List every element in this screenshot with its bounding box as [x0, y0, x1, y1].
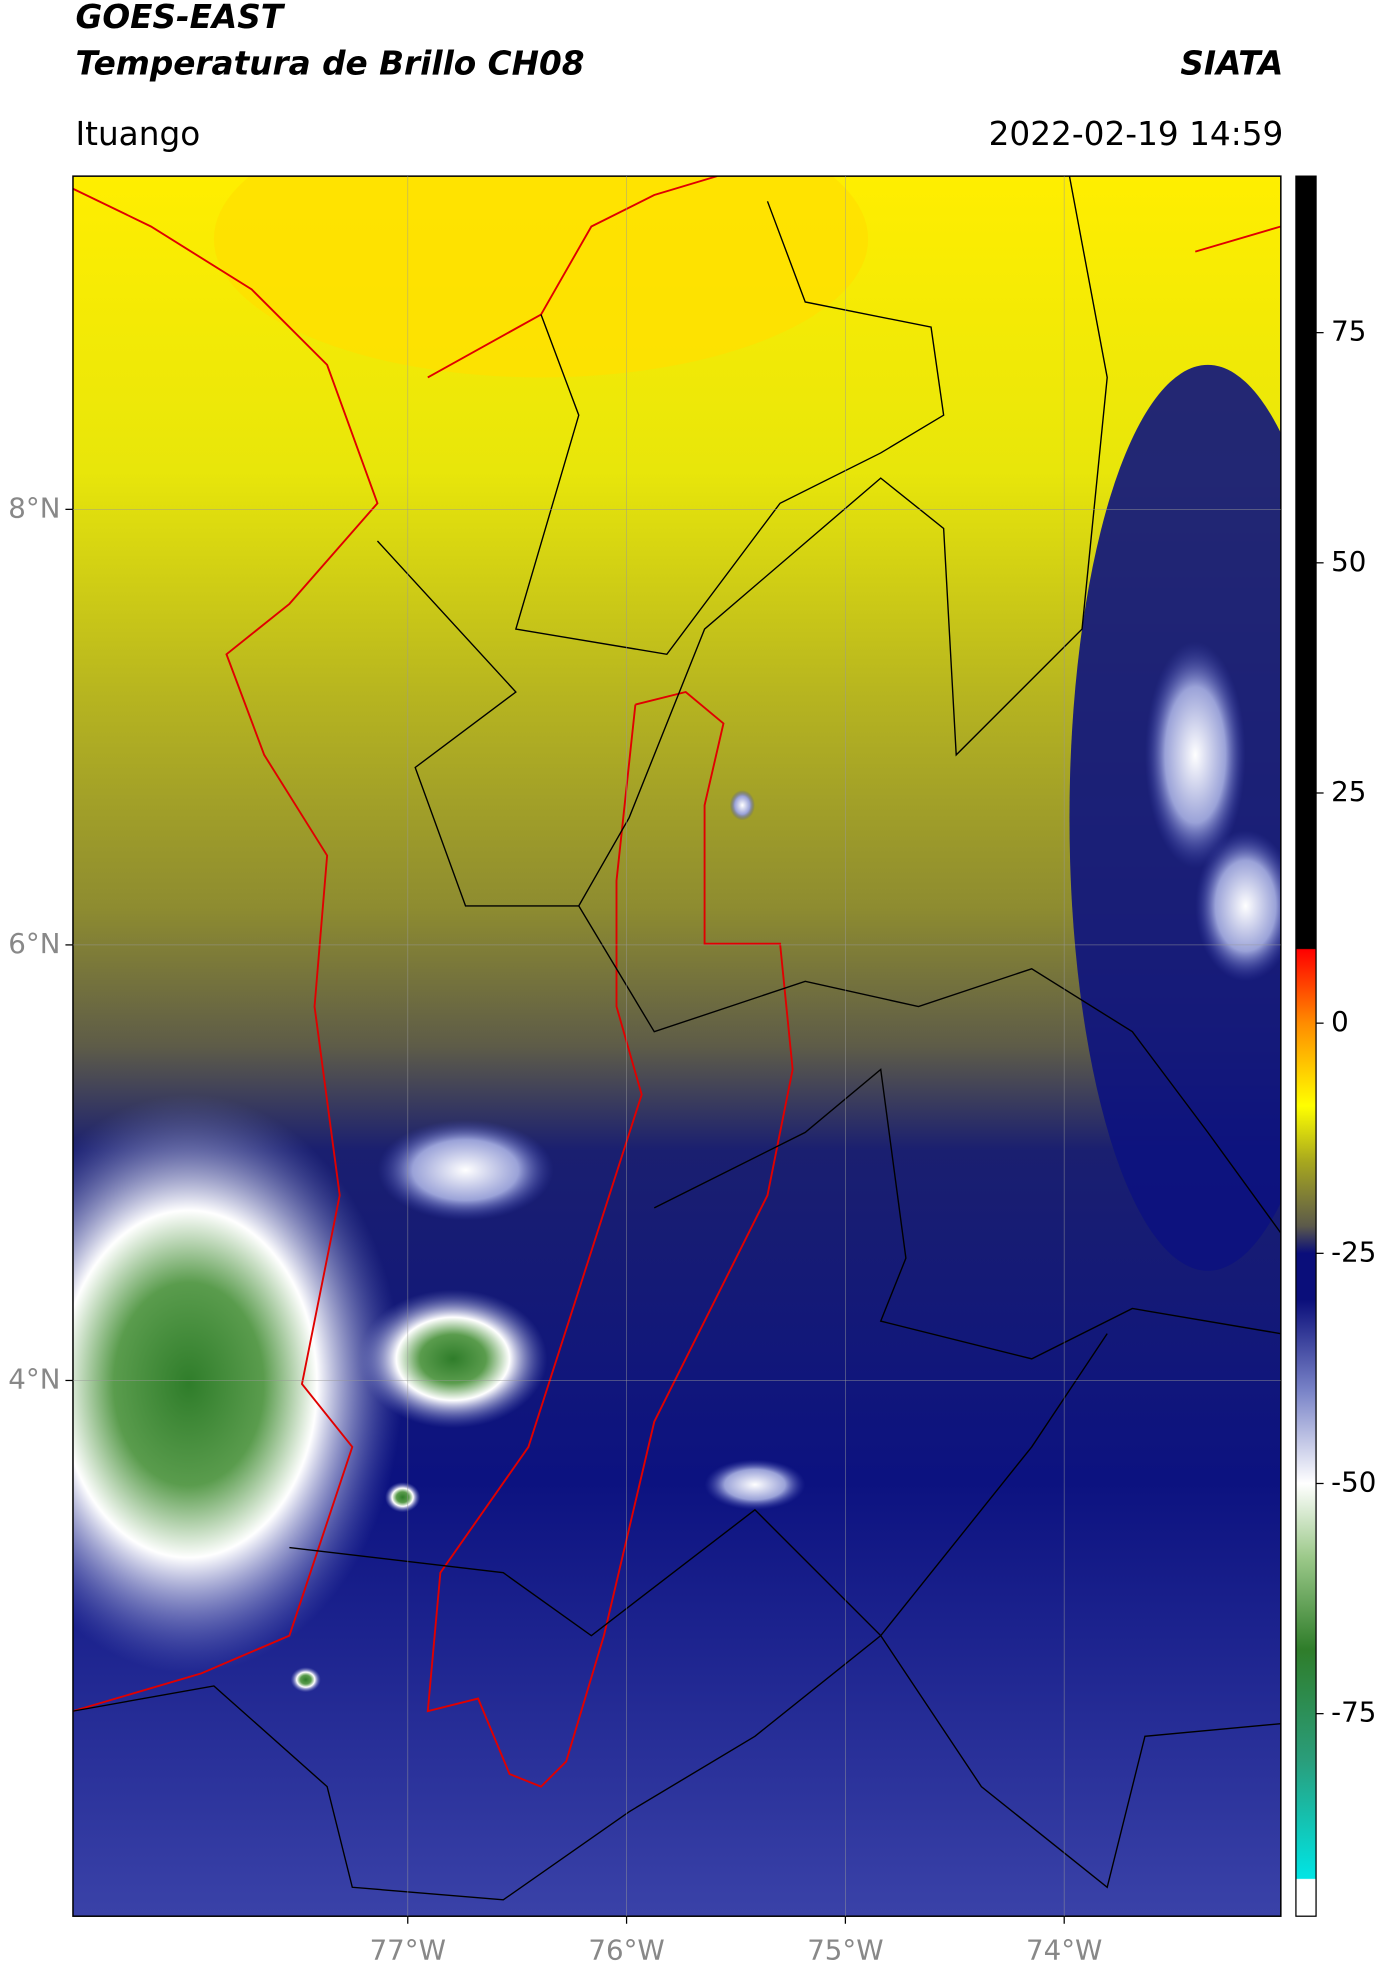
brand: SIATA: [1180, 44, 1283, 82]
colorbar-label: -75: [1331, 1696, 1376, 1729]
x-tick-label: 75°W: [807, 1933, 883, 1966]
x-tick-label: 74°W: [1026, 1933, 1102, 1966]
x-tick-label: 76°W: [588, 1933, 664, 1966]
map-frame: [72, 175, 1282, 1917]
map-image: [72, 176, 1281, 1917]
datetime: 2022-02-19 14:59: [989, 115, 1284, 153]
colorbar: [1295, 175, 1317, 1917]
location: Ituango: [75, 115, 200, 153]
colorbar-label: -25: [1331, 1235, 1376, 1268]
title: GOES-EAST: [75, 0, 285, 36]
colorbar-label: 25: [1331, 775, 1366, 808]
colorbar-label: 50: [1331, 545, 1366, 578]
colorbar-label: 0: [1331, 1005, 1349, 1038]
y-tick-label: 4°N: [8, 1362, 60, 1395]
y-tick-label: 6°N: [8, 927, 60, 960]
y-tick-label: 8°N: [8, 491, 60, 524]
colorbar-label: -50: [1331, 1465, 1376, 1498]
colorbar-label: 75: [1331, 315, 1366, 348]
subtitle: Temperatura de Brillo CH08: [75, 44, 584, 82]
x-tick-label: 77°W: [370, 1933, 446, 1966]
